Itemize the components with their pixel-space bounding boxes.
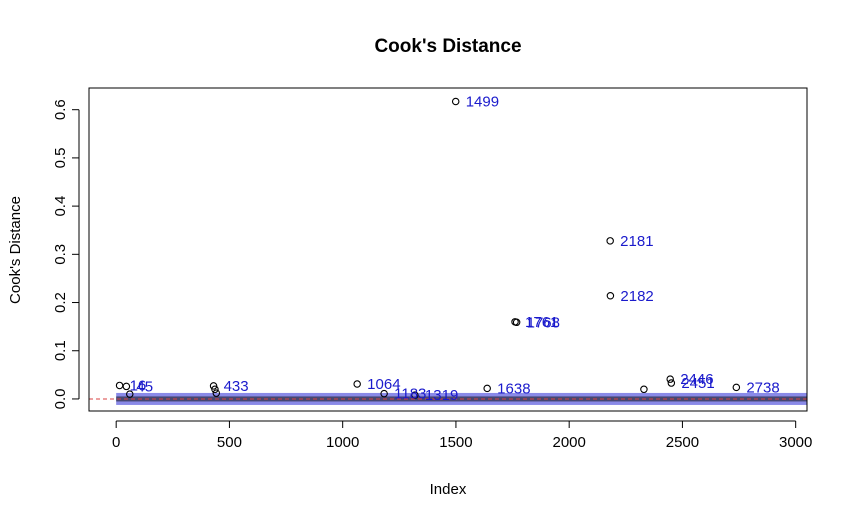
chart-title: Cook's Distance (374, 36, 521, 57)
y-tick-label: 0.1 (52, 340, 69, 361)
data-point (667, 379, 676, 387)
y-tick-label: 0.3 (52, 244, 69, 265)
point-label: 16 (130, 377, 147, 394)
data-point (411, 391, 419, 399)
x-axis-label: Index (430, 481, 467, 498)
data-point (606, 292, 615, 300)
y-axis-label: Cook's Distance (7, 196, 24, 304)
data-point (483, 384, 491, 393)
point-label: 2446 (680, 371, 713, 388)
data-point (640, 385, 648, 394)
data-point (122, 382, 131, 391)
x-tick-label: 1500 (439, 434, 472, 451)
point-label: 2181 (620, 233, 653, 250)
x-tick-label: 1000 (326, 434, 359, 451)
x-tick-label: 3000 (779, 434, 812, 451)
point-label: 2738 (746, 379, 779, 396)
point-label: 1638 (497, 380, 530, 397)
data-point (209, 382, 218, 390)
point-label: 1768 (527, 314, 560, 331)
x-tick-label: 500 (217, 434, 242, 451)
y-tick-label: 0.4 (52, 196, 69, 217)
data-point (512, 318, 521, 327)
x-tick-label: 2500 (666, 434, 699, 451)
data-point (606, 237, 614, 245)
data-point (115, 381, 124, 390)
y-tick-label: 0.6 (52, 99, 69, 120)
point-label: 1064 (367, 376, 400, 393)
data-point (666, 375, 674, 383)
point-label: 1183 (394, 386, 426, 403)
point-label: 2182 (620, 288, 653, 305)
data-point (380, 389, 388, 398)
point-label: 1499 (466, 93, 499, 110)
x-tick-label: 0 (112, 434, 120, 451)
point-label: 1761 (525, 314, 558, 331)
y-tick-label: 0.0 (52, 389, 69, 410)
data-point (353, 380, 361, 388)
x-tick-label: 2000 (552, 434, 585, 451)
point-label: 1319 (425, 387, 458, 404)
point-label: 433 (224, 378, 249, 395)
data-point (732, 383, 741, 392)
data-point (451, 97, 460, 106)
plot-frame (88, 87, 808, 412)
point-label: 2451 (681, 375, 714, 392)
point-label: 45 (136, 378, 153, 395)
y-tick-label: 0.5 (52, 147, 69, 168)
data-point (126, 390, 134, 398)
data-point (211, 385, 219, 394)
data-point (212, 389, 221, 397)
y-tick-label: 0.2 (52, 292, 69, 313)
